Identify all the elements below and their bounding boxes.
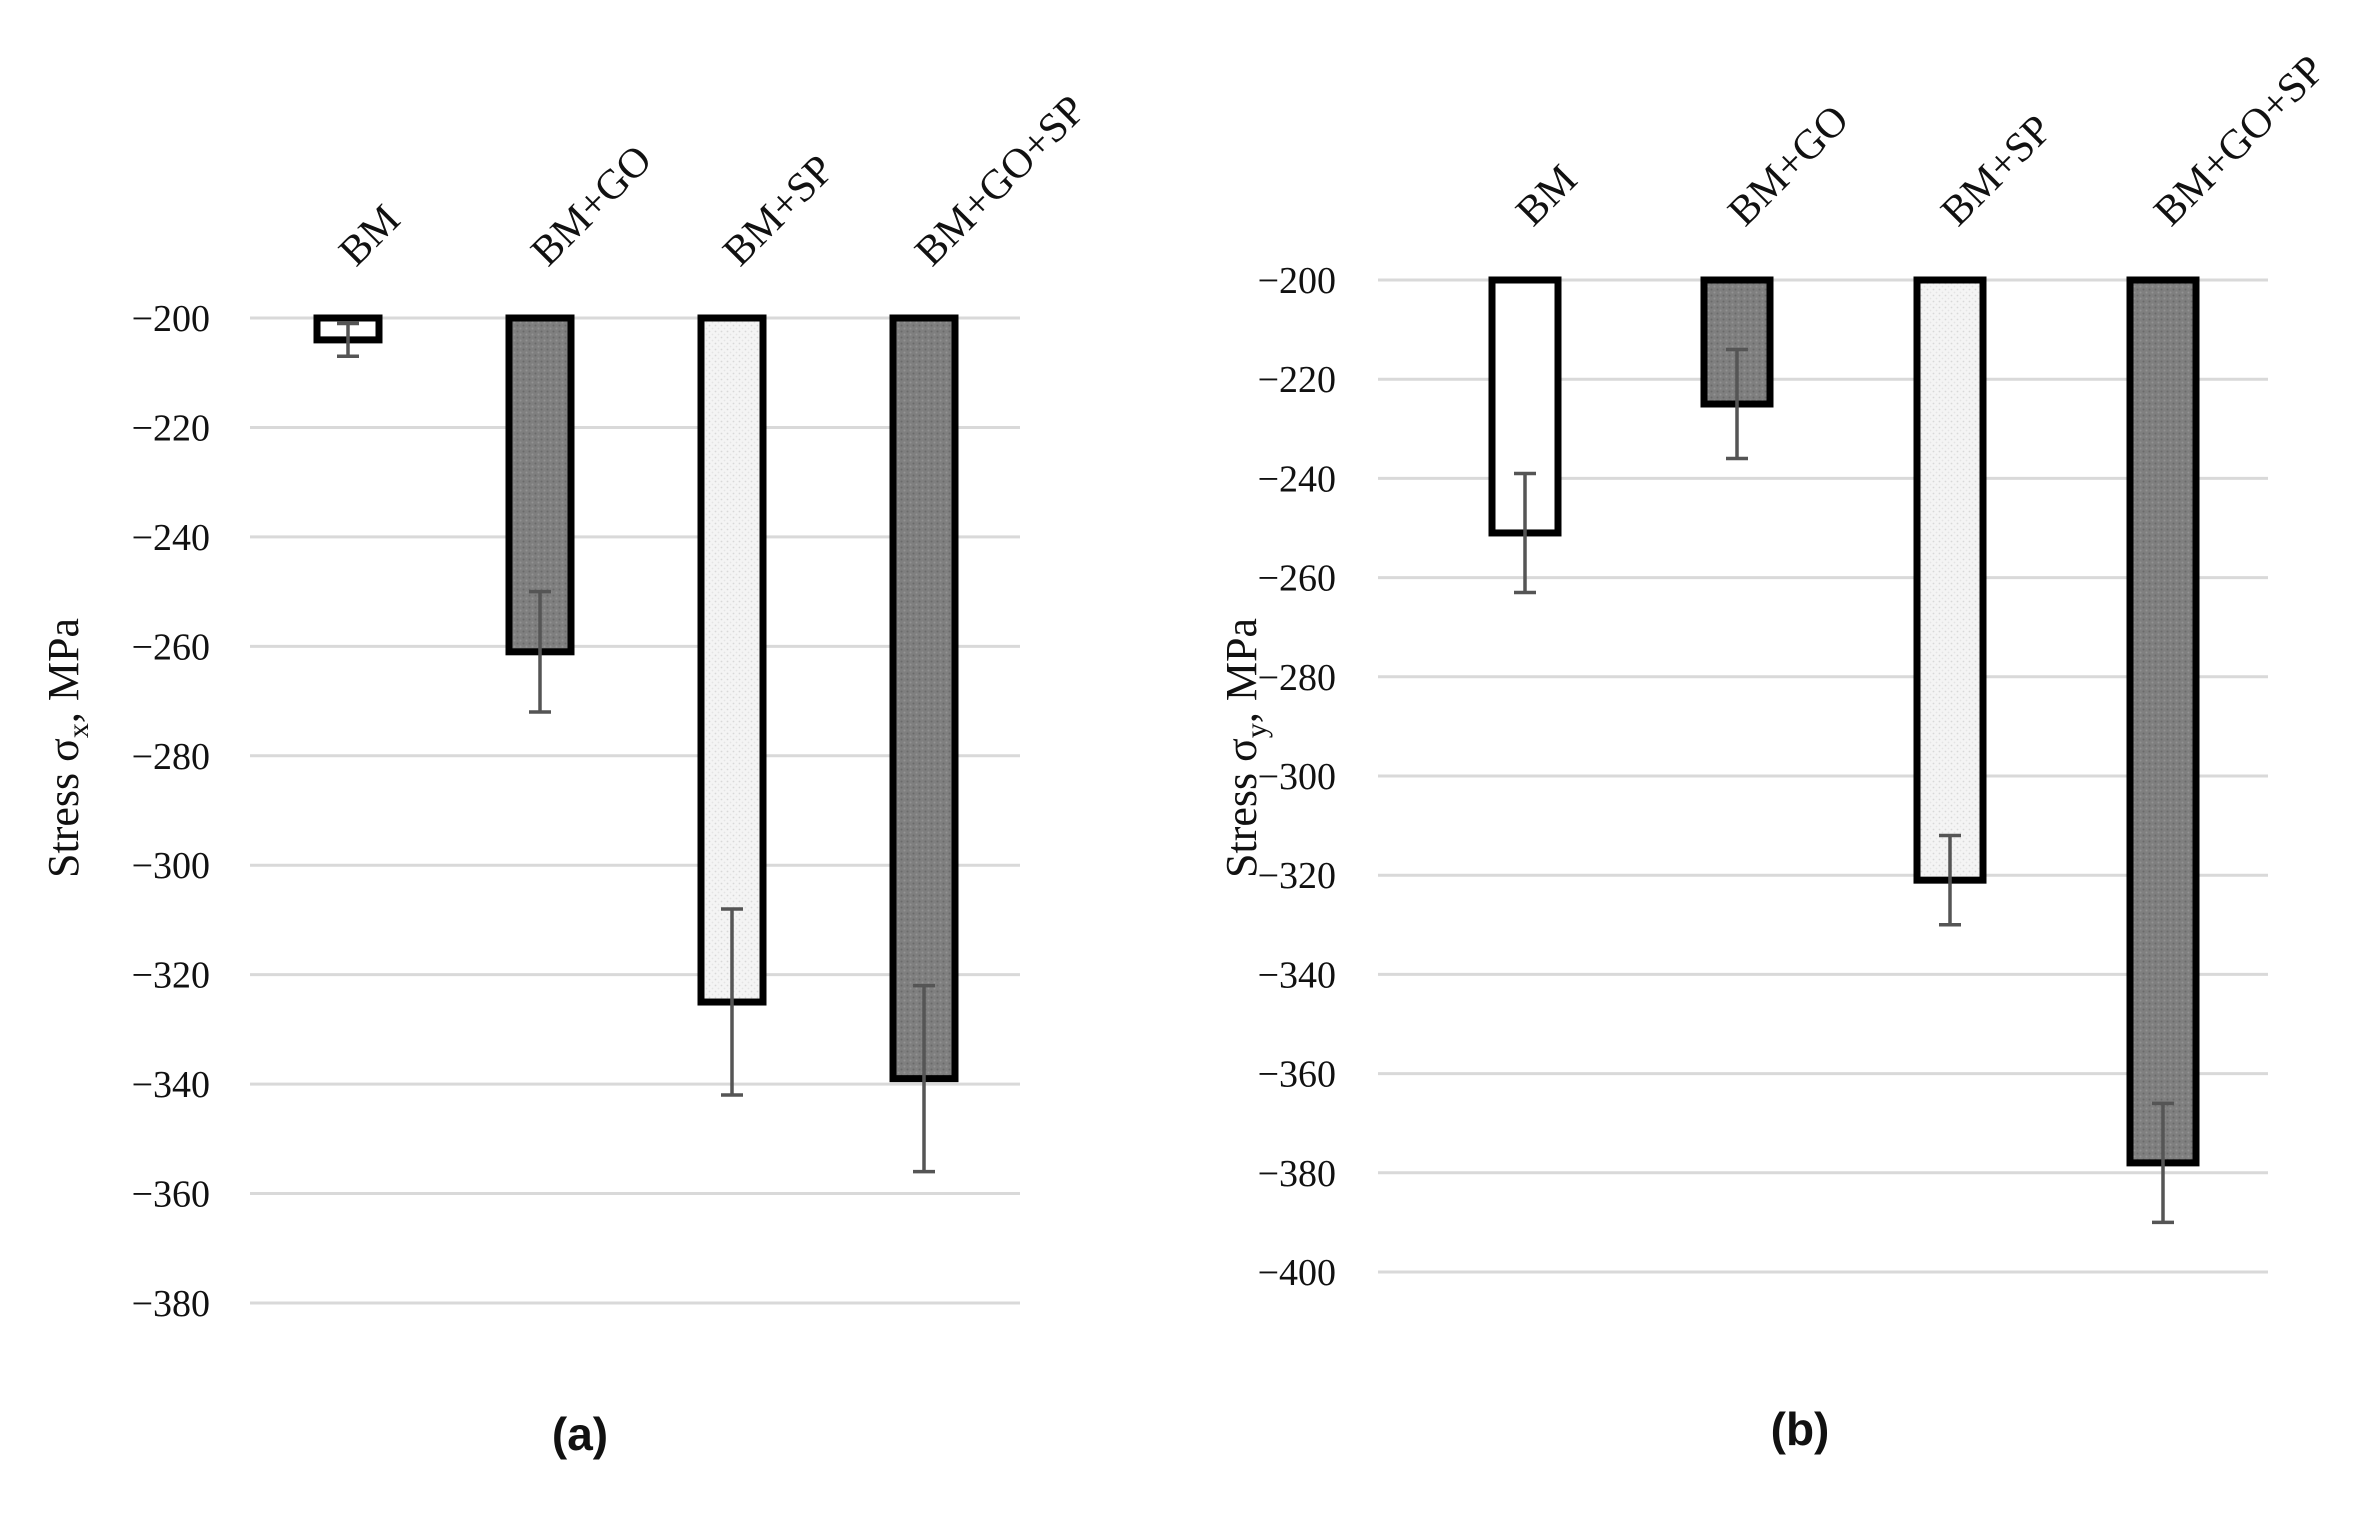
y-tick-label: −260 [132, 626, 210, 668]
error-bar [1939, 833, 1961, 927]
error-bar [529, 589, 551, 714]
category-label: BM+GO [523, 137, 661, 275]
y-axis-label: Stress σy, MPa [1217, 618, 1273, 878]
y-tick-label: −340 [1258, 954, 1336, 996]
error-bar [337, 321, 359, 359]
y-tick-label: −320 [1258, 855, 1336, 897]
category-label: BM+GO [1720, 97, 1858, 235]
y-tick-label: −380 [132, 1283, 210, 1325]
y-tick-label: −240 [132, 517, 210, 559]
y-tick-label: −320 [132, 955, 210, 997]
error-bar [913, 983, 935, 1174]
y-tick-label: −300 [1258, 756, 1336, 798]
y-tick-label: −360 [132, 1174, 210, 1216]
y-tick-label: −380 [1258, 1153, 1336, 1195]
error-bar [2152, 1101, 2174, 1225]
category-label: BM [1508, 156, 1587, 235]
y-axis-label-subscript: y [1240, 723, 1273, 738]
y-tick-label: −300 [132, 845, 210, 887]
chart-panel-b: −200 −220 −240 −260 −280 −300 −320 −340 −360 −380… [1217, 47, 2334, 1455]
y-tick-label: −220 [1258, 359, 1336, 401]
category-label: BM+GO+SP [907, 87, 1095, 275]
y-tick-label: −280 [132, 736, 210, 778]
category-label: BM+SP [715, 147, 844, 276]
y-tick-label: −400 [1258, 1252, 1336, 1294]
y-tick-label: −360 [1258, 1054, 1336, 1096]
error-bar [1726, 347, 1748, 461]
category-label: BM [331, 196, 410, 275]
y-tick-label: −260 [1258, 558, 1336, 600]
y-axis-label-main: Stress σ [39, 738, 88, 878]
error-bar [1514, 471, 1536, 595]
y-tick-label: −200 [1258, 260, 1336, 302]
panel-caption: (b) [1771, 1403, 1830, 1455]
bar-bm-go-sp [2126, 276, 2200, 1167]
category-label: BM+SP [1933, 107, 2062, 236]
y-axis-label-unit: , MPa [1217, 618, 1266, 723]
y-tick-label: −280 [1258, 657, 1336, 699]
y-axis-label-main: Stress σ [1217, 738, 1266, 878]
y-axis-label-unit: , MPa [39, 618, 88, 723]
y-axis-label-subscript: x [62, 723, 95, 738]
chart-panel-a: −200 −220 −240 −260 −280 −300 −320 −340 −360 −380… [39, 87, 1095, 1460]
y-tick-label: −200 [132, 298, 210, 340]
bar-bm-go-sp [889, 314, 959, 1083]
y-axis-label: Stress σx, MPa [39, 618, 95, 878]
error-bar [721, 907, 743, 1097]
bar-bm-sp [697, 314, 767, 1006]
panel-caption: (a) [552, 1408, 608, 1460]
y-tick-label: −340 [132, 1064, 210, 1106]
category-label: BM+GO+SP [2146, 47, 2334, 235]
y-tick-label: −240 [1258, 458, 1336, 500]
bar-bm-sp [1913, 276, 1987, 884]
y-tick-label: −220 [132, 407, 210, 449]
